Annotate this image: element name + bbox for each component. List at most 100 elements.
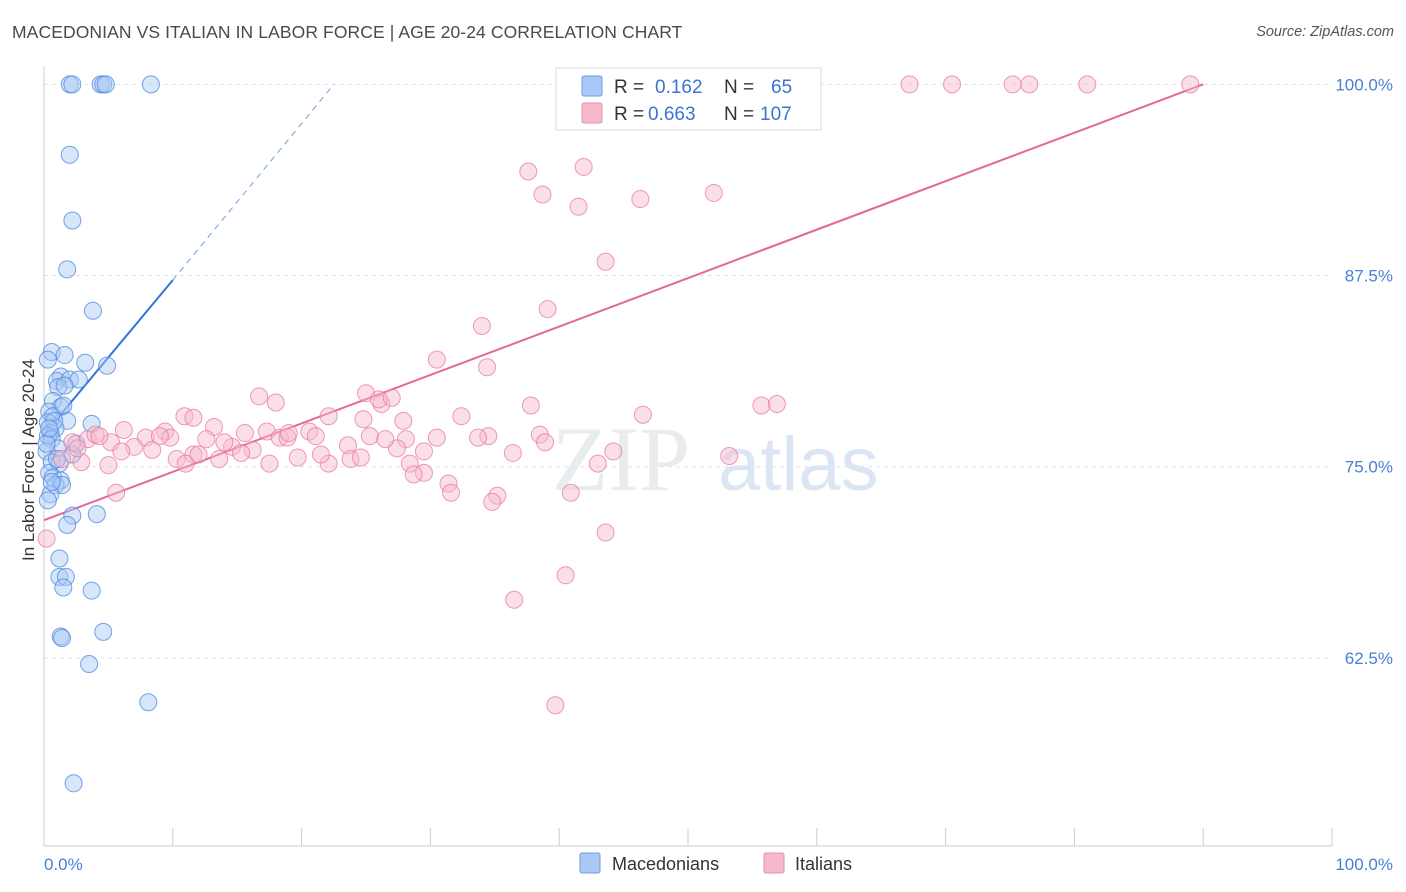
italian-point bbox=[533, 185, 552, 204]
italian-point bbox=[943, 75, 962, 94]
italian-point bbox=[538, 300, 557, 319]
italian-point bbox=[319, 454, 338, 473]
italian-point bbox=[197, 430, 216, 449]
italian-point bbox=[483, 492, 502, 511]
italian-point bbox=[519, 162, 538, 181]
italian-point bbox=[37, 529, 56, 548]
macedonian-point bbox=[50, 549, 69, 568]
macedonian-point bbox=[80, 655, 99, 673]
italian-point bbox=[376, 430, 395, 449]
italian-point bbox=[210, 450, 229, 469]
legend-r-value-pink: 0.663 bbox=[648, 104, 696, 125]
italian-point bbox=[99, 456, 118, 475]
legend-r-label-pink: R = bbox=[614, 104, 644, 125]
macedonian-point bbox=[58, 515, 77, 534]
macedonian-point bbox=[83, 301, 102, 320]
macedonian-point bbox=[38, 491, 57, 510]
italian-point bbox=[175, 407, 194, 426]
legend-swatch-pink bbox=[581, 102, 603, 124]
italian-point bbox=[704, 183, 723, 202]
italian-point bbox=[319, 407, 338, 426]
macedonian-point bbox=[42, 473, 61, 491]
macedonian-point bbox=[42, 453, 61, 472]
macedonian-point bbox=[64, 774, 83, 793]
italian-point bbox=[427, 428, 446, 447]
italian-point bbox=[266, 393, 285, 412]
italian-point bbox=[394, 411, 413, 430]
bottom-legend-swatch-pink bbox=[763, 852, 785, 874]
y-tick-label: 62.5% bbox=[1345, 649, 1393, 668]
macedonian-point bbox=[60, 145, 79, 164]
italian-point bbox=[1020, 75, 1039, 94]
italian-point bbox=[396, 430, 415, 449]
italian-point bbox=[1078, 75, 1097, 94]
italian-point bbox=[503, 443, 522, 462]
macedonian-point bbox=[54, 578, 73, 597]
italian-point bbox=[300, 422, 319, 441]
italian-point bbox=[546, 696, 565, 715]
macedonian-point bbox=[82, 581, 101, 600]
macedonian-point bbox=[37, 434, 56, 453]
legend-n-value-blue: 65 bbox=[771, 77, 792, 98]
italian-point bbox=[107, 483, 126, 502]
bottom-legend: Macedonians Italians bbox=[579, 852, 852, 874]
italian-point bbox=[633, 405, 652, 424]
macedonian-point bbox=[56, 567, 75, 586]
macedonian-point bbox=[94, 622, 113, 641]
italian-point bbox=[588, 454, 607, 473]
italian-point bbox=[270, 428, 289, 447]
italian-point bbox=[404, 465, 423, 484]
y-tick-labels: 62.5% 75.0% 87.5% 100.0% bbox=[1335, 75, 1393, 668]
italian-point bbox=[427, 350, 446, 369]
italian-point bbox=[1003, 75, 1022, 94]
y-axis-label: In Labor Force | Age 20-24 bbox=[19, 359, 38, 561]
italian-point bbox=[235, 424, 254, 443]
italian-point bbox=[90, 427, 109, 446]
italian-point bbox=[114, 421, 133, 439]
watermark-atlas: atlas bbox=[718, 422, 879, 507]
italian-point bbox=[351, 448, 370, 467]
macedonian-point bbox=[53, 629, 72, 647]
italian-point bbox=[360, 427, 379, 446]
macedonian-point bbox=[76, 353, 95, 372]
macedonian-point bbox=[87, 505, 106, 524]
italian-point bbox=[215, 433, 234, 452]
x-tick-label: 0.0% bbox=[44, 855, 83, 874]
legend: R = 0.162 N = 65 R = 0.663 N = 107 bbox=[555, 67, 822, 131]
macedonian-point bbox=[58, 260, 77, 279]
macedonian-point bbox=[96, 75, 115, 94]
italian-trend-line bbox=[43, 83, 1204, 522]
italian-point bbox=[143, 440, 162, 459]
italian-point bbox=[556, 566, 575, 585]
macedonian-point bbox=[54, 396, 73, 415]
italian-point bbox=[505, 590, 524, 609]
italian-point bbox=[382, 388, 401, 407]
legend-swatch-blue bbox=[581, 75, 603, 97]
legend-n-label-pink: N = bbox=[724, 104, 754, 125]
macedonian-point bbox=[49, 378, 68, 397]
macedonian-point bbox=[63, 75, 82, 94]
legend-n-label-blue: N = bbox=[724, 77, 754, 98]
italian-point bbox=[338, 436, 357, 455]
italian-point bbox=[112, 442, 131, 461]
italian-point bbox=[469, 428, 488, 447]
italian-point bbox=[176, 454, 195, 473]
legend-r-value-blue: 0.162 bbox=[655, 77, 703, 98]
x-tick-label: 100.0% bbox=[1335, 855, 1393, 874]
bottom-legend-swatch-blue bbox=[579, 852, 601, 874]
macedonian-point bbox=[55, 346, 74, 365]
macedonian-trend-extension bbox=[172, 84, 335, 281]
italian-point bbox=[150, 427, 169, 446]
watermark-zip: ZIP bbox=[552, 408, 690, 510]
italian-point bbox=[720, 447, 739, 465]
italian-point bbox=[478, 358, 497, 377]
macedonian-point bbox=[47, 450, 66, 469]
macedonian-point bbox=[37, 442, 56, 461]
y-tick-label: 75.0% bbox=[1345, 458, 1393, 477]
italian-point bbox=[250, 387, 269, 406]
source-label: Source: ZipAtlas.com bbox=[1256, 24, 1394, 40]
italian-point bbox=[596, 252, 615, 271]
italian-point bbox=[767, 395, 786, 413]
x-tick-labels: 0.0% 100.0% bbox=[44, 855, 1393, 874]
